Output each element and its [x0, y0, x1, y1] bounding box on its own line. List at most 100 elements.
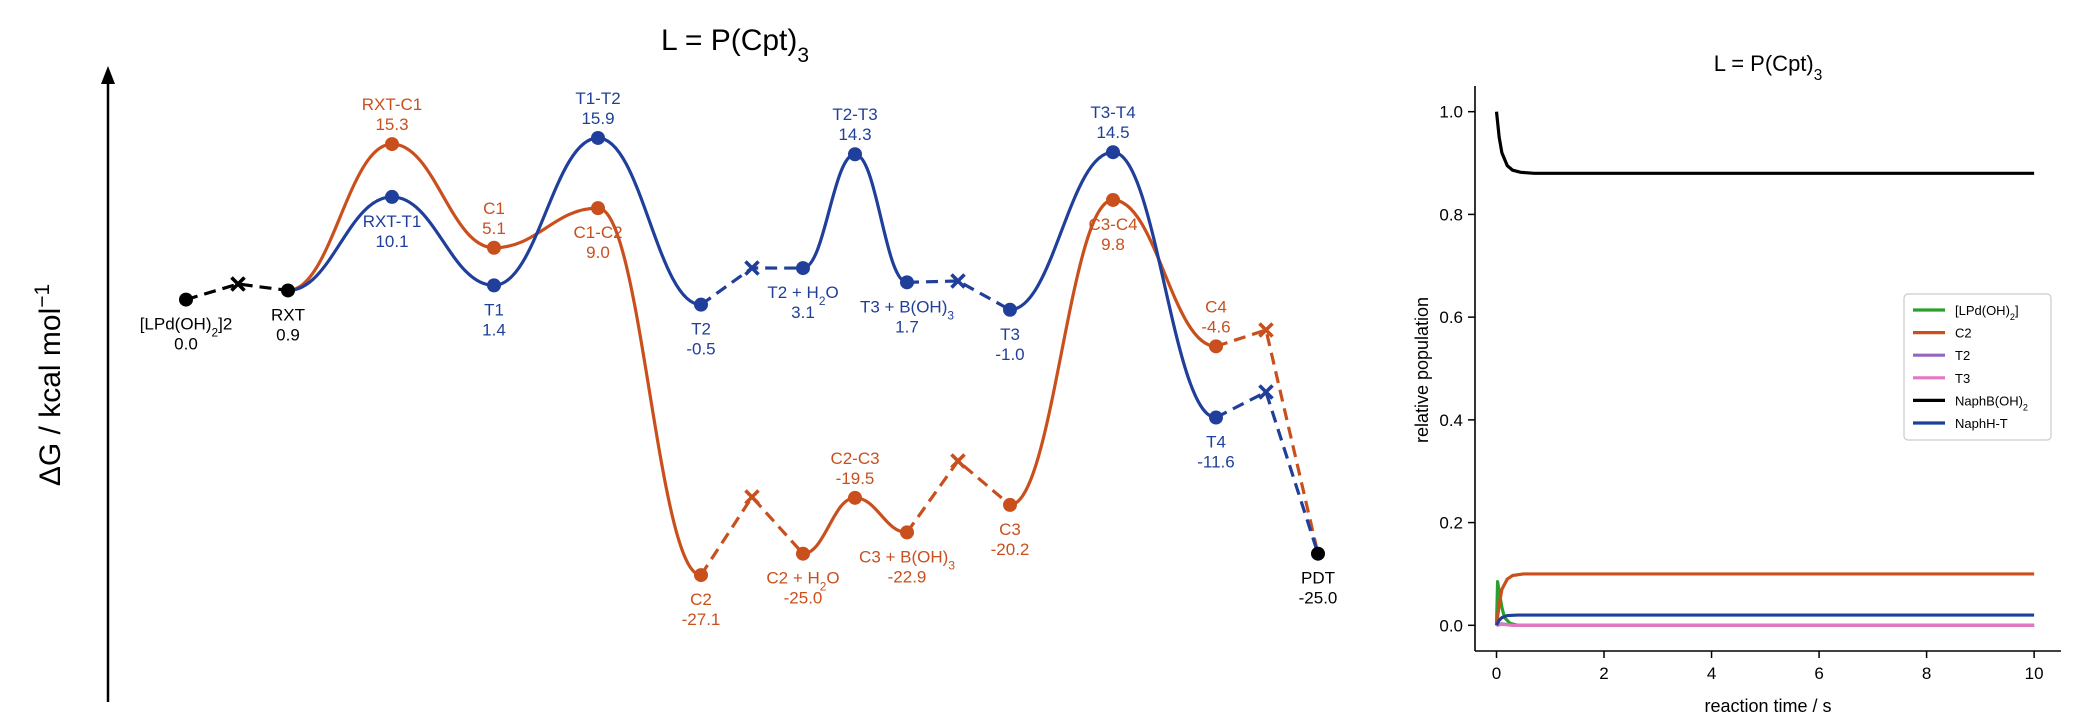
x-tick-label-1: 2 — [1599, 664, 1608, 683]
orange-path-RXT-C1-C1 — [391, 142, 495, 250]
population-chart-title: L = P(Cpt)3 — [1714, 51, 1823, 84]
state-label-C3+BOH3: C3 + B(OH)3 — [859, 547, 955, 572]
state-label-T2+H2O: T2 + H2O — [767, 283, 838, 308]
state-label-RXT-T1: RXT-T1 — [363, 212, 422, 231]
state-marker-T3-T4 — [1106, 145, 1120, 160]
orange-barrier-C4-PDT-cross-marker — [1258, 322, 1274, 338]
state-value-C1: 5.1 — [482, 219, 506, 238]
state-value-PDT: -25.0 — [1299, 589, 1338, 608]
state-label-T3: T3 — [1000, 325, 1020, 344]
legend-box — [1903, 293, 2052, 441]
state-marker-LPd — [179, 292, 193, 307]
state-label-T1: T1 — [484, 300, 504, 319]
state-label-RXT: RXT — [271, 305, 305, 324]
state-marker-C2-C3 — [848, 490, 862, 505]
state-label-C2-C3: C2-C3 — [830, 449, 879, 468]
state-value-RXT: 0.9 — [276, 325, 300, 344]
orange-barrier-C2-water-cross-marker — [744, 489, 760, 505]
blue-path-RXT-RXT-T1 — [287, 195, 393, 293]
blue-barrier-T4-PDT-cross-marker — [1258, 384, 1274, 400]
legend-label-1: C2 — [1955, 326, 1972, 341]
state-value-T4: -11.6 — [1197, 453, 1235, 472]
orange-barrier-C4-PDT — [1215, 327, 1320, 555]
y-tick-label-1: 0.2 — [1439, 514, 1463, 533]
state-label-PDT: PDT — [1301, 569, 1335, 588]
state-value-C3: -20.2 — [991, 540, 1030, 559]
state-value-C2-C3: -19.5 — [836, 469, 875, 488]
state-marker-PDT — [1311, 546, 1325, 561]
state-value-LPd: 0.0 — [174, 335, 198, 354]
state-marker-T2+H2O — [796, 261, 810, 276]
energy-profile-chart: L = P(Cpt)3 ΔG / kcal mol−1 [LPd(OH)2]20… — [31, 24, 1338, 702]
state-label-C2+H2O: C2 + H2O — [766, 569, 839, 594]
state-marker-C2 — [694, 568, 708, 583]
series-line-3 — [1496, 622, 2035, 627]
orange-barrier-C3-boric-cross-marker — [950, 453, 966, 469]
blue-path-T2+H2O-T2-T3 — [802, 152, 856, 270]
state-marker-T3 — [1003, 302, 1017, 317]
state-label-C4: C4 — [1205, 297, 1227, 316]
y-axis-arrowhead — [101, 66, 115, 84]
state-marker-C3-C4 — [1106, 192, 1120, 207]
state-label-C3-C4: C3-C4 — [1088, 215, 1137, 234]
state-marker-T3+BOH3 — [900, 275, 914, 290]
state-marker-T2-T3 — [848, 147, 862, 162]
orange-path-C1-C1-C2 — [493, 206, 599, 250]
blue-barrier-T2-water-cross-marker — [744, 260, 760, 276]
state-label-RXT-C1: RXT-C1 — [362, 95, 422, 114]
state-value-C3+BOH3: -22.9 — [888, 567, 927, 586]
state-label-T3+BOH3: T3 + B(OH)3 — [860, 297, 954, 322]
state-label-T3-T4: T3-T4 — [1090, 103, 1135, 122]
state-label-LPd: [LPd(OH)2]2 — [140, 315, 233, 340]
state-marker-C1-C2 — [591, 201, 605, 216]
state-label-C3: C3 — [999, 520, 1021, 539]
orange-path-C2+H2O-C2-C3 — [802, 496, 856, 556]
blue-barrier-T3-boric-cross-marker — [950, 273, 966, 289]
y-tick-label-2: 0.4 — [1439, 411, 1463, 430]
x-tick-label-2: 4 — [1707, 664, 1716, 683]
state-marker-RXT — [281, 283, 295, 298]
population-series — [1494, 111, 2035, 627]
orange-path-C2-C3-C3+BOH3 — [854, 496, 908, 534]
legend-label-3: T3 — [1955, 371, 1970, 386]
state-value-RXT-C1: 15.3 — [375, 115, 408, 134]
state-marker-C4 — [1209, 339, 1223, 354]
legend-label-4: NaphB(OH)2 — [1955, 393, 2028, 412]
series-line-0 — [1494, 580, 2035, 627]
orange-path-C1-C2-C2 — [597, 206, 702, 577]
state-value-C2: -27.1 — [682, 610, 721, 629]
initial-barrier-line-cross-marker — [230, 276, 246, 292]
state-value-C4: -4.6 — [1201, 317, 1230, 336]
state-marker-C2+H2O — [796, 546, 810, 561]
state-label-C2: C2 — [690, 590, 712, 609]
orange-path-C3-C4-C4 — [1112, 198, 1217, 348]
population-ylabel: relative population — [1412, 297, 1432, 443]
state-marker-RXT-C1 — [385, 137, 399, 152]
blue-path-RXT-T1-T1 — [391, 195, 495, 287]
x-tick-label-0: 0 — [1492, 664, 1501, 683]
y-tick-label-5: 1.0 — [1439, 103, 1463, 122]
state-value-T2: -0.5 — [686, 340, 715, 359]
state-label-T1-T2: T1-T2 — [575, 89, 620, 108]
energy-chart-title: L = P(Cpt)3 — [661, 24, 809, 67]
blue-barrier-T4-PDT — [1215, 389, 1320, 555]
legend-label-0: [LPd(OH)2] — [1955, 303, 2019, 322]
state-marker-C3+BOH3 — [900, 525, 914, 540]
state-value-T2-T3: 14.3 — [838, 125, 871, 144]
blue-path-T3-T3-T4 — [1009, 150, 1114, 312]
population-xlabel: reaction time / s — [1704, 696, 1831, 716]
state-marker-T1-T2 — [591, 130, 605, 145]
state-marker-C3 — [1003, 497, 1017, 512]
state-label-C1-C2: C1-C2 — [573, 223, 622, 242]
series-line-4 — [1494, 111, 2035, 175]
blue-path-T1-T2-T2 — [597, 136, 702, 307]
population-legend: [LPd(OH)2] C2 T2 T3 NaphB(OH)2 NaphH-T — [1903, 293, 2052, 441]
series-line-1 — [1494, 572, 2035, 626]
blue-path-T3-T4-T4 — [1112, 150, 1217, 420]
y-tick-label-0: 0.0 — [1439, 616, 1463, 635]
state-value-C3-C4: 9.8 — [1101, 235, 1125, 254]
state-marker-T1 — [487, 278, 501, 293]
y-tick-label-3: 0.6 — [1439, 308, 1463, 327]
legend-label-5: NaphH-T — [1955, 416, 2008, 431]
